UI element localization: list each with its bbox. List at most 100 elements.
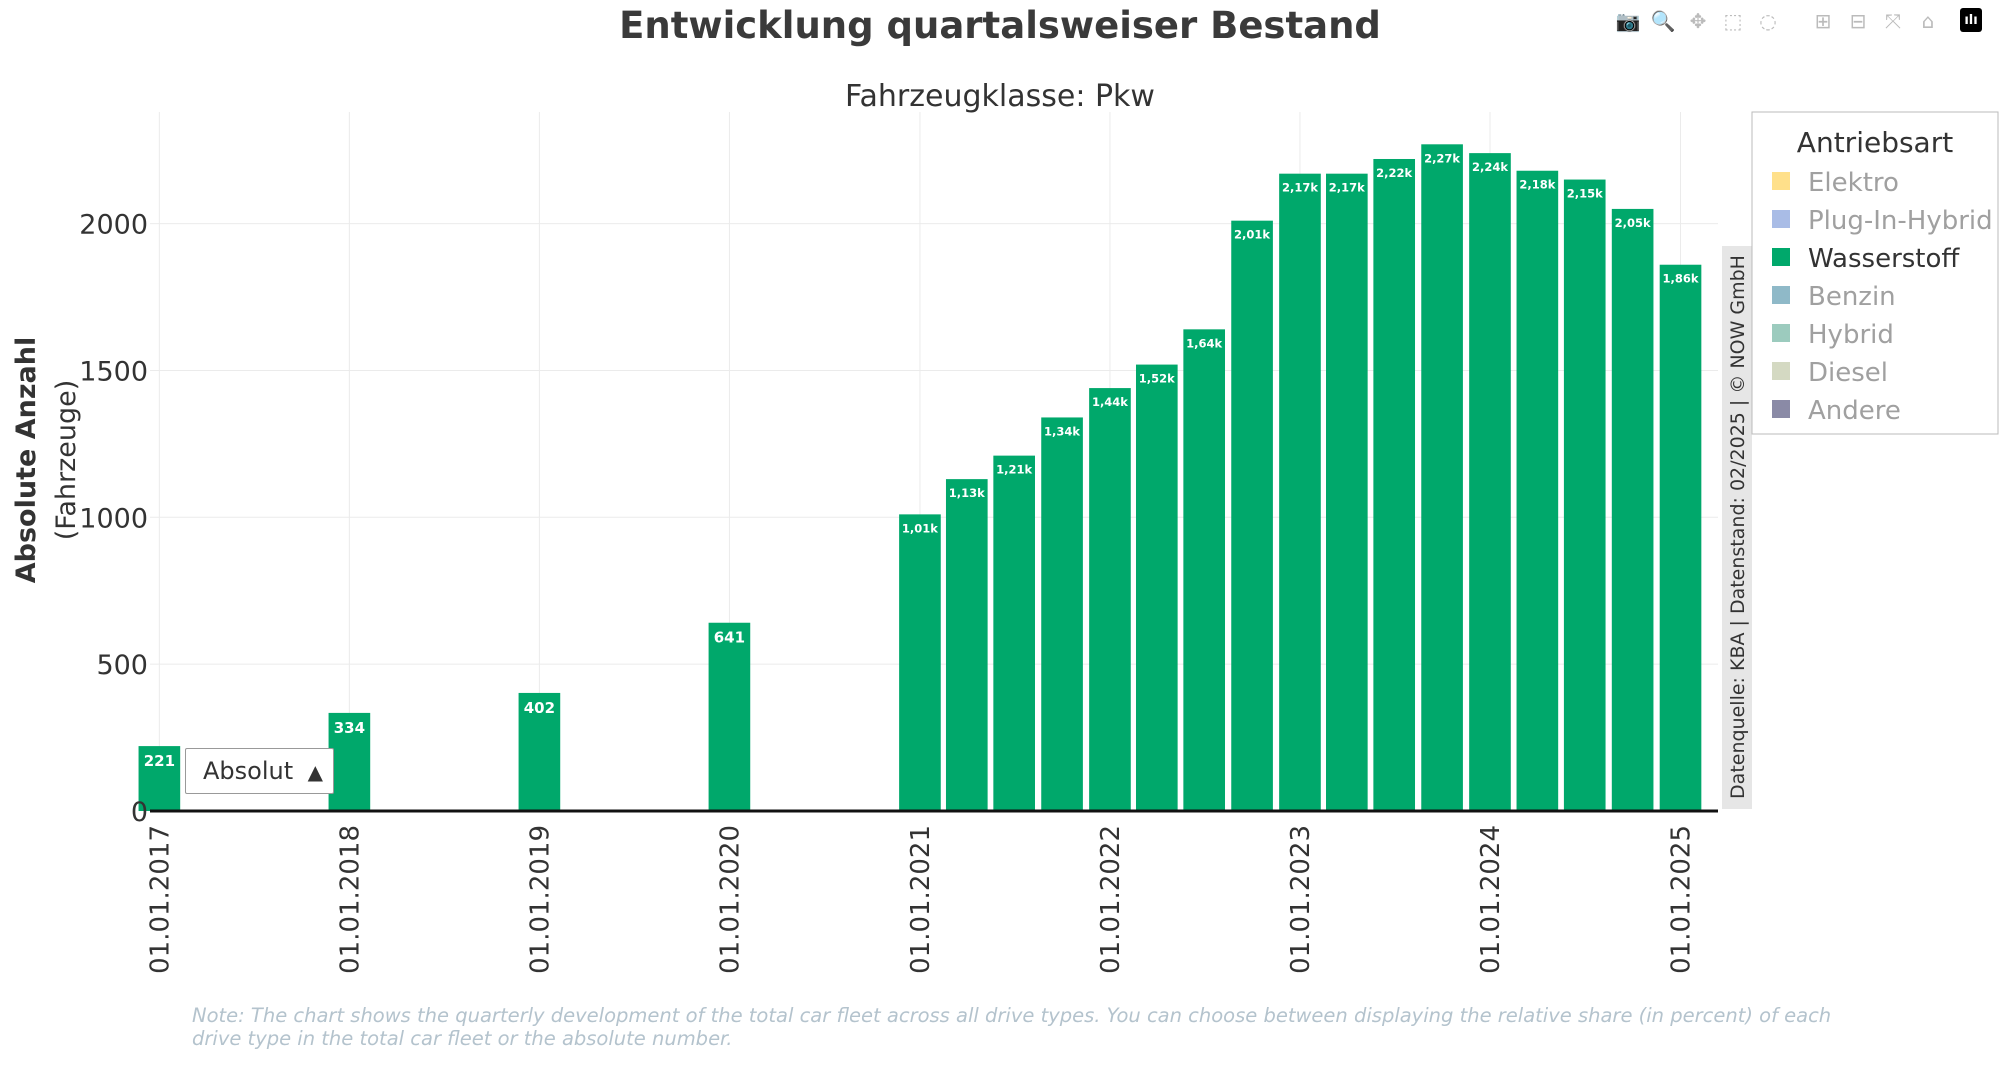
legend-item-elektro[interactable]: Elektro: [1772, 168, 1899, 198]
bar-value-label: 1,01k: [902, 521, 938, 535]
bar-value-label: 2,27k: [1424, 151, 1460, 165]
camera-icon[interactable]: 📷: [1615, 9, 1641, 33]
legend-label: Andere: [1808, 396, 1901, 426]
bar: [1089, 388, 1131, 811]
bar: [1611, 208, 1654, 811]
bar: [518, 692, 561, 811]
bar: [1659, 264, 1702, 812]
display-mode-dropdown[interactable]: Absolut ▲: [185, 748, 334, 794]
legend-box: [1751, 111, 1999, 435]
bar-value-label: 334: [334, 719, 365, 737]
source-annotation: Datenquelle: KBA | Datenstand: 02/2025 |…: [1722, 246, 1752, 809]
legend-swatch: [1772, 286, 1790, 304]
legend-item-hybrid[interactable]: Hybrid: [1772, 320, 1894, 350]
legend-title: Antriebsart: [1797, 126, 1953, 159]
bar-value-label: 2,22k: [1376, 166, 1412, 180]
bar-value-label: 2,17k: [1282, 181, 1318, 195]
bar: [1373, 158, 1416, 812]
legend-items: Elektro Plug-In-Hybrid Wasserstoff Benzin Hy…: [1772, 168, 1993, 426]
legend-swatch: [1772, 324, 1790, 342]
bar: [1469, 153, 1511, 811]
legend-item-benzin[interactable]: Benzin: [1772, 282, 1896, 312]
lasso-select-icon[interactable]: ◌: [1759, 9, 1777, 33]
source-annotation-bg: [1722, 246, 1752, 809]
bar-value-label: 2,05k: [1615, 216, 1651, 230]
y-tick-label: 2000: [79, 210, 148, 241]
legend-swatch: [1772, 172, 1790, 190]
y-tick-label: 500: [96, 650, 148, 681]
source-annotation-text: Datenquelle: KBA | Datenstand: 02/2025 |…: [1727, 255, 1749, 799]
legend-label: Elektro: [1808, 168, 1899, 198]
legend-item-diesel[interactable]: Diesel: [1772, 358, 1888, 388]
x-tick-label: 01.01.2023: [1286, 825, 1316, 974]
legend-swatch: [1772, 210, 1790, 228]
legend-item-wasserstoff[interactable]: Wasserstoff: [1772, 244, 1960, 274]
bar: [1135, 364, 1178, 811]
bar: [899, 514, 941, 811]
zoom-out-icon[interactable]: ⊟: [1849, 9, 1867, 33]
legend-swatch: [1772, 400, 1790, 418]
legend-label: Benzin: [1808, 282, 1896, 312]
x-tick-label: 01.01.2018: [335, 825, 365, 974]
bar-value-label: 1,21k: [996, 463, 1032, 477]
bar: [1516, 170, 1559, 811]
legend-label: Diesel: [1808, 358, 1888, 388]
bar-value-label: 2,17k: [1329, 181, 1365, 195]
y-axis-title: Absolute Anzahl (Fahrzeuge): [11, 337, 82, 583]
legend-swatch: [1772, 362, 1790, 380]
bar: [1279, 173, 1321, 812]
plotly-logo-icon[interactable]: ılı: [1960, 8, 1982, 32]
triangle-up-icon: ▲: [307, 760, 323, 784]
bar: [1421, 144, 1463, 812]
x-tick-label: 01.01.2020: [715, 825, 745, 974]
y-axis-unit: (Fahrzeuge): [51, 380, 82, 541]
bar: [1231, 220, 1273, 811]
chart-subtitle: Fahrzeugklasse: Pkw: [845, 79, 1155, 114]
bar: [1183, 329, 1226, 811]
bar: [993, 455, 1035, 811]
y-tick-label: 1000: [79, 503, 148, 534]
legend-label: Hybrid: [1808, 320, 1894, 350]
x-tick-label: 01.01.2019: [525, 825, 555, 974]
bar-value-label: 1,52k: [1139, 372, 1175, 386]
reset-axes-icon[interactable]: ⌂: [1921, 9, 1935, 33]
zoom-in-icon[interactable]: ⊞: [1814, 9, 1832, 33]
bar-value-label: 2,01k: [1234, 228, 1270, 242]
legend-label: Wasserstoff: [1808, 244, 1960, 274]
footnote: Note: The chart shows the quarterly deve…: [192, 1004, 1832, 1050]
legend-item-andere[interactable]: Andere: [1772, 396, 1901, 426]
bar: [1041, 417, 1083, 811]
x-tick-label: 01.01.2024: [1476, 825, 1506, 974]
bar-value-label: 2,15k: [1567, 187, 1603, 201]
y-tick-label: 0: [131, 797, 148, 828]
zoom-icon[interactable]: 🔍: [1650, 9, 1676, 33]
legend-swatch: [1772, 248, 1790, 266]
x-tick-label: 01.01.2017: [145, 825, 175, 974]
bars: 221 334 402 641 1,01k 1,13k 1,21k 1,34k 1,44k 1,5…: [138, 144, 1702, 812]
pan-icon[interactable]: ✥: [1689, 9, 1707, 33]
bar: [1326, 173, 1368, 812]
bar: [945, 479, 988, 811]
x-tick-label: 01.01.2021: [906, 825, 936, 974]
bar: [708, 622, 751, 811]
axes: 0 500 1000 1500 2000 01.01.2017 01.01.2018 01.0…: [79, 210, 1718, 974]
bar-value-label: 1,64k: [1186, 336, 1222, 350]
bar-value-label: 1,34k: [1044, 424, 1080, 438]
bar-value-label: 641: [714, 629, 745, 647]
x-tick-label: 01.01.2025: [1667, 825, 1697, 974]
legend-item-plug-in-hybrid[interactable]: Plug-In-Hybrid: [1772, 206, 1993, 236]
bar: [1563, 179, 1606, 811]
autoscale-icon[interactable]: ⤧: [1885, 9, 1901, 33]
legend: Antriebsart Elektro Plug-In-Hybrid Wassers…: [1751, 111, 1999, 435]
bar-value-label: 1,44k: [1092, 395, 1128, 409]
bar: [138, 746, 181, 811]
bar-value-label: 402: [524, 699, 555, 717]
bar-value-label: 2,24k: [1472, 160, 1508, 174]
box-select-icon[interactable]: ⬚: [1723, 9, 1743, 33]
y-tick-label: 1500: [79, 356, 148, 387]
bar: [328, 712, 371, 811]
bar-value-label: 1,86k: [1663, 272, 1699, 286]
dropdown-selected-label: Absolut: [203, 757, 294, 785]
bar-value-label: 2,18k: [1519, 178, 1555, 192]
